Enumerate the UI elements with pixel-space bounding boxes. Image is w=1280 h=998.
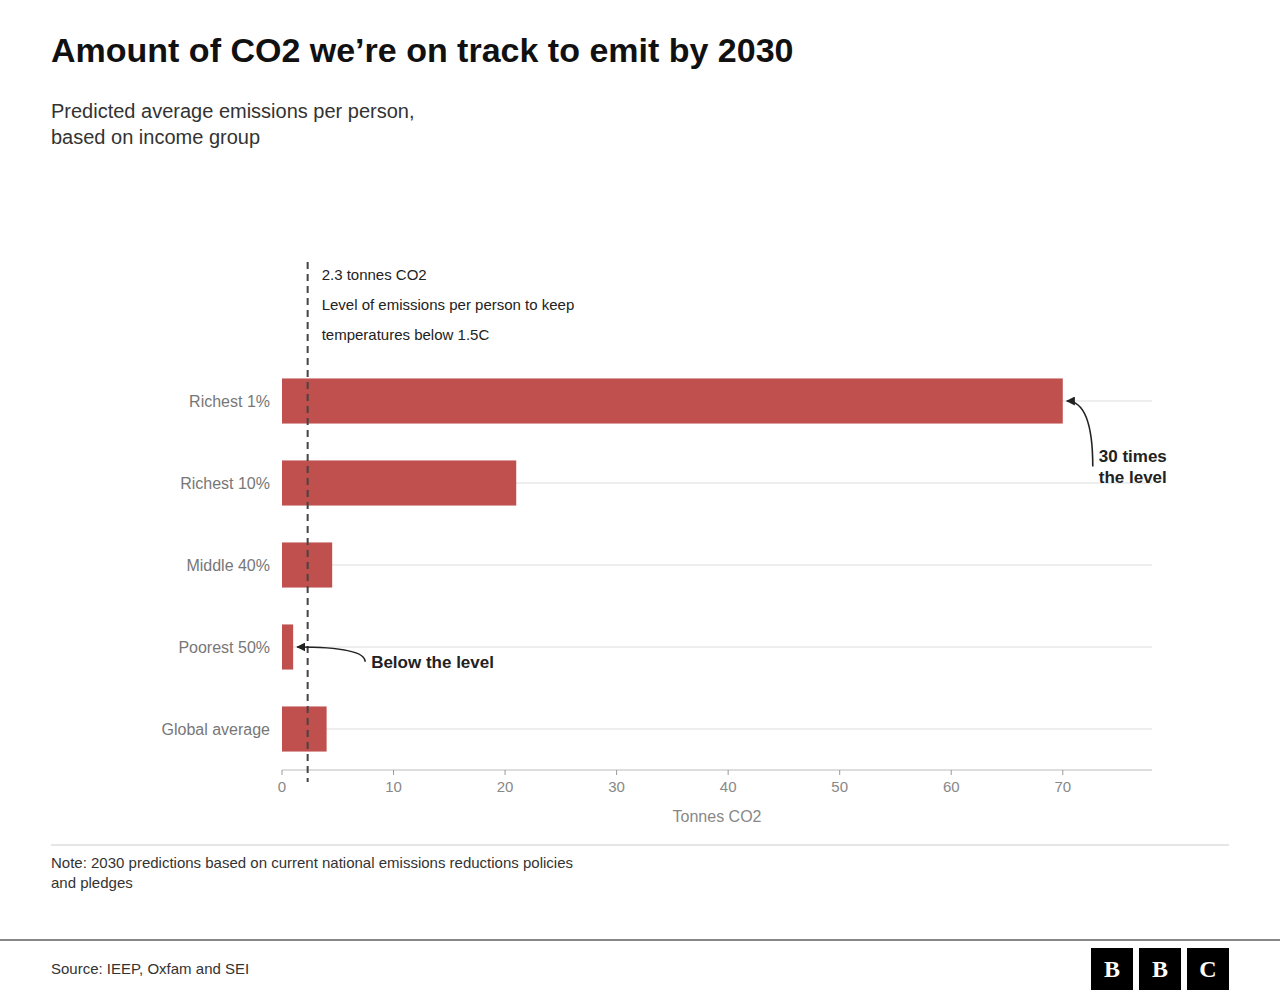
x-tick-label: 30 bbox=[608, 778, 625, 795]
category-label: Middle 40% bbox=[186, 557, 270, 574]
bar bbox=[282, 460, 516, 505]
annotation-text: Below the level bbox=[371, 652, 494, 671]
x-axis: 0 10 20 30 40 50 60 70 Tonnes CO2 bbox=[278, 770, 1152, 825]
logo-letter: B bbox=[1104, 956, 1120, 982]
reference-label: temperatures below 1.5C bbox=[322, 326, 490, 343]
x-axis-line bbox=[282, 770, 1152, 771]
y-axis: Richest 1% Richest 10% Middle 40% Poorest 5… bbox=[161, 393, 270, 738]
reference: 2.3 tonnes CO2 Level of emissions per per… bbox=[308, 262, 575, 782]
grid-line bbox=[282, 647, 1152, 648]
logo: BBC bbox=[1091, 948, 1229, 990]
x-tick bbox=[505, 770, 506, 775]
reference-line bbox=[307, 262, 309, 782]
source: Source: IEEP, Oxfam and SEI bbox=[51, 960, 249, 977]
x-tick bbox=[616, 770, 617, 775]
x-tick-label: 20 bbox=[497, 778, 514, 795]
logo-box bbox=[1187, 948, 1229, 990]
bars bbox=[282, 378, 1063, 751]
source-divider bbox=[0, 939, 1280, 941]
annotations: 30 timesthe level Below the level bbox=[297, 401, 1167, 671]
title: Amount of CO2 we’re on track to emit by … bbox=[51, 31, 794, 69]
grid-line bbox=[282, 565, 1152, 566]
bar bbox=[282, 378, 1063, 423]
logo-letter: C bbox=[1199, 956, 1216, 982]
logo-box bbox=[1139, 948, 1181, 990]
reference-label: 2.3 tonnes CO2 bbox=[322, 266, 427, 283]
x-tick-label: 50 bbox=[831, 778, 848, 795]
logo-letter: B bbox=[1152, 956, 1168, 982]
x-tick bbox=[282, 770, 283, 775]
annotation-text: 30 timesthe level bbox=[1099, 447, 1167, 487]
x-tick-label: 0 bbox=[278, 778, 286, 795]
grid-line bbox=[282, 729, 1152, 730]
x-axis-label: Tonnes CO2 bbox=[673, 808, 762, 825]
x-tick-label: 60 bbox=[943, 778, 960, 795]
note: Note: 2030 predictions based on current … bbox=[51, 854, 573, 891]
category-label: Richest 1% bbox=[189, 393, 270, 410]
annotation-arrow bbox=[297, 647, 365, 662]
category-label: Poorest 50% bbox=[178, 639, 270, 656]
x-tick-label: 10 bbox=[385, 778, 402, 795]
category-label: Richest 10% bbox=[180, 475, 270, 492]
x-tick bbox=[393, 770, 394, 775]
x-tick bbox=[951, 770, 952, 775]
bar bbox=[282, 706, 327, 751]
x-tick-label: 70 bbox=[1054, 778, 1071, 795]
note-divider bbox=[51, 845, 1229, 846]
x-tick bbox=[839, 770, 840, 775]
x-tick bbox=[1062, 770, 1063, 775]
grid bbox=[282, 401, 1152, 729]
reference-label: Level of emissions per person to keep bbox=[322, 296, 575, 313]
category-label: Global average bbox=[161, 721, 270, 738]
logo-box bbox=[1091, 948, 1133, 990]
subtitle: Predicted average emissions per person,b… bbox=[51, 100, 415, 148]
bar bbox=[282, 624, 293, 669]
x-tick bbox=[728, 770, 729, 775]
chart-root: Amount of CO2 we’re on track to emit by … bbox=[0, 0, 1280, 998]
annotation-arrow bbox=[1067, 401, 1093, 467]
x-tick-label: 40 bbox=[720, 778, 737, 795]
